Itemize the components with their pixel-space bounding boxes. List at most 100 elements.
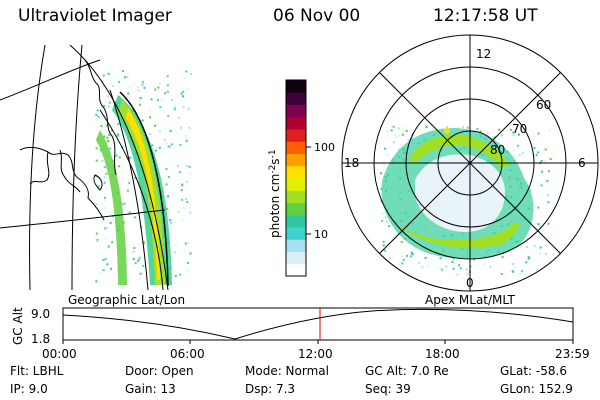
noise-dot	[107, 226, 110, 229]
noise-dot	[126, 189, 129, 192]
noise-dot	[518, 154, 521, 157]
noise-dot	[534, 154, 537, 157]
noise-dot	[180, 126, 183, 129]
noise-dot	[163, 138, 166, 141]
altitude-curve	[62, 308, 574, 340]
noise-dot	[104, 196, 107, 199]
noise-dot	[150, 143, 153, 146]
noise-dot	[512, 149, 515, 152]
noise-dot	[387, 134, 390, 137]
info-gc-alt: GC Alt: 7.0 Re	[365, 364, 449, 378]
noise-dot	[165, 168, 168, 171]
noise-dot	[107, 139, 110, 142]
noise-dot	[111, 241, 114, 244]
colorbar-cell	[286, 239, 306, 252]
noise-dot	[466, 273, 469, 276]
noise-dot	[185, 198, 188, 201]
noise-dot	[170, 143, 173, 146]
noise-dot	[101, 160, 104, 163]
noise-dot	[546, 180, 549, 183]
noise-dot	[527, 256, 530, 259]
noise-dot	[441, 268, 444, 271]
noise-dot	[547, 170, 550, 173]
noise-dot	[451, 261, 454, 264]
noise-dot	[174, 275, 177, 278]
noise-dot	[163, 196, 166, 199]
colorbar-unit-label: photon cm-2s-1	[268, 149, 282, 238]
mlat-label-80: 80	[490, 143, 505, 157]
noise-dot	[105, 140, 108, 143]
info-dsp: Dsp: 7.3	[245, 382, 295, 396]
noise-dot	[181, 218, 184, 221]
noise-dot	[167, 114, 170, 117]
noise-dot	[188, 165, 191, 168]
noise-dot	[128, 182, 131, 185]
altitude-plot: GC Alt 9.0 1.8 00:00 06:00 12:00 18:00 2…	[11, 307, 590, 361]
noise-dot	[110, 70, 113, 73]
noise-dot	[401, 126, 404, 129]
noise-dot	[142, 241, 145, 244]
noise-dot	[537, 223, 540, 226]
noise-dot	[521, 152, 524, 155]
noise-dot	[95, 280, 98, 283]
mlat-label-60: 60	[536, 98, 551, 112]
noise-dot	[136, 89, 139, 92]
colorbar-cell	[286, 263, 306, 277]
noise-dot	[445, 126, 448, 129]
noise-dot	[166, 84, 169, 87]
noise-dot	[409, 255, 412, 258]
altitude-ytick-9: 9.0	[31, 307, 50, 321]
noise-dot	[116, 133, 119, 136]
noise-dot	[95, 113, 98, 116]
mlt-label-0: 0	[466, 276, 474, 290]
noise-dot	[136, 86, 139, 89]
noise-dot	[547, 201, 550, 204]
noise-dot	[102, 84, 105, 87]
noise-dot	[500, 272, 503, 275]
altitude-xtick-0600: 06:00	[170, 347, 205, 361]
observation-date: 06 Nov 00	[273, 6, 361, 26]
noise-dot	[105, 172, 108, 175]
noise-dot	[138, 256, 141, 259]
noise-dot	[127, 280, 130, 283]
noise-dot	[400, 241, 403, 244]
noise-dot	[95, 118, 98, 121]
noise-dot	[189, 73, 192, 76]
noise-dot	[149, 132, 152, 135]
noise-dot	[540, 160, 543, 163]
polar-plot-panel	[341, 34, 599, 292]
colorbar-cell	[286, 190, 306, 203]
noise-dot	[96, 240, 99, 243]
noise-dot	[118, 165, 121, 168]
noise-dot	[538, 224, 541, 227]
noise-dot	[180, 189, 183, 192]
noise-dot	[536, 268, 539, 271]
noise-dot	[458, 264, 461, 267]
noise-dot	[103, 105, 106, 108]
noise-dot	[410, 137, 413, 140]
noise-dot	[547, 236, 550, 239]
noise-dot	[407, 139, 410, 142]
noise-dot	[476, 128, 479, 131]
colorbar-tick-10: 10	[314, 228, 328, 241]
noise-dot	[539, 246, 542, 249]
noise-dot	[537, 182, 540, 185]
noise-dot	[99, 149, 102, 152]
noise-dot	[141, 81, 144, 84]
noise-dot	[410, 251, 413, 254]
noise-dot	[397, 134, 400, 137]
noise-dot	[512, 134, 515, 137]
noise-dot	[406, 254, 409, 257]
noise-dot	[533, 147, 536, 150]
colorbar-cell	[286, 129, 306, 142]
noise-dot	[382, 240, 385, 243]
noise-dot	[116, 134, 119, 137]
noise-dot	[104, 237, 107, 240]
altitude-ytick-1-8: 1.8	[31, 332, 50, 346]
noise-dot	[132, 250, 135, 253]
noise-dot	[182, 90, 185, 93]
noise-dot	[536, 151, 539, 154]
noise-dot	[538, 235, 541, 238]
noise-dot	[184, 242, 187, 245]
info-block: Flt: LBHL IP: 9.0 Door: Open Gain: 13 Mo…	[10, 364, 573, 396]
